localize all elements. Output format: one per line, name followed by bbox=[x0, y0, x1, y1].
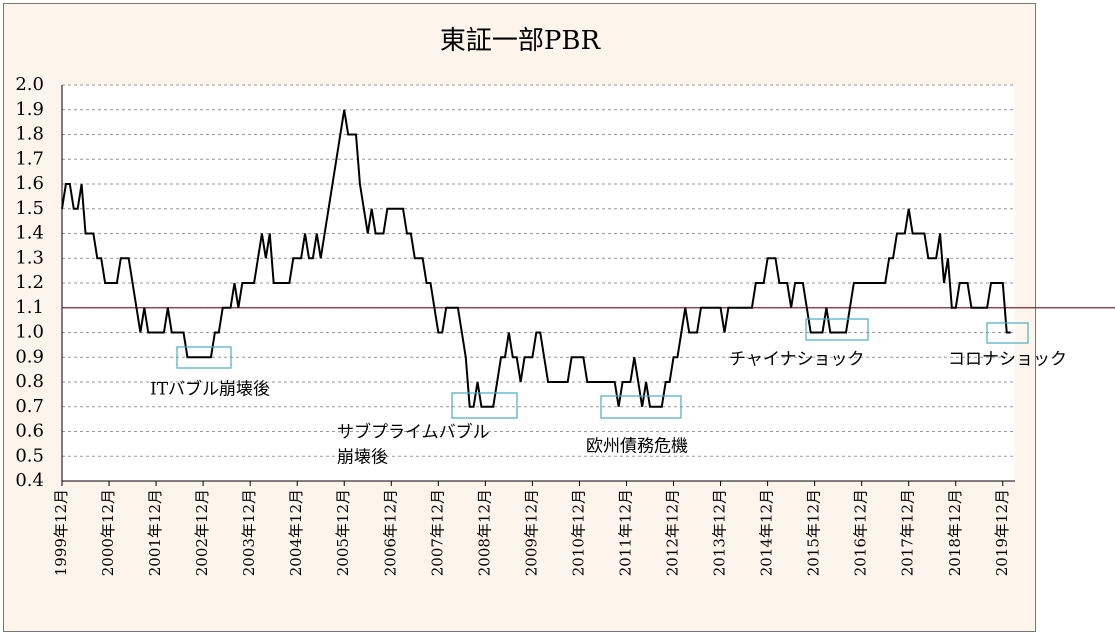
x-tick-label: 2005年12月 bbox=[334, 489, 352, 576]
x-tick-label: 2015年12月 bbox=[805, 489, 823, 576]
x-tick-label: 2013年12月 bbox=[711, 489, 729, 576]
x-tick-label: 2007年12月 bbox=[428, 489, 446, 576]
annotation-box bbox=[451, 392, 518, 419]
annotation-text: 崩壊後 bbox=[337, 448, 388, 468]
annotation-text: コロナショック bbox=[948, 350, 1067, 370]
x-tick-label: 2012年12月 bbox=[664, 489, 682, 576]
y-tick-label: 1.4 bbox=[15, 223, 44, 244]
x-tick-label: 2018年12月 bbox=[946, 489, 964, 576]
y-tick-label: 0.8 bbox=[15, 371, 44, 392]
annotation-box bbox=[805, 318, 869, 341]
x-tick-label: 2019年12月 bbox=[993, 489, 1011, 576]
x-tick-label: 2010年12月 bbox=[569, 489, 587, 576]
x-tick-label: 2014年12月 bbox=[758, 489, 776, 576]
x-tick-label: 2001年12月 bbox=[146, 489, 164, 576]
x-tick-label: 2004年12月 bbox=[287, 489, 305, 576]
annotation-text: チャイナショック bbox=[729, 350, 865, 370]
annotation-text: ITバブル崩壊後 bbox=[150, 379, 270, 400]
y-tick-label: 0.9 bbox=[15, 346, 44, 367]
y-tick-label: 0.5 bbox=[15, 445, 44, 466]
annotation-text: 欧州債務危機 bbox=[586, 437, 688, 457]
x-tick-label: 2016年12月 bbox=[852, 489, 870, 576]
y-tick-label: 1.3 bbox=[15, 247, 44, 268]
y-tick-label: 0.4 bbox=[15, 470, 44, 491]
chart-title: 東証一部PBR bbox=[440, 26, 602, 56]
y-tick-label: 1.2 bbox=[15, 272, 44, 293]
annotation-box bbox=[600, 395, 682, 419]
y-tick-label: 1.7 bbox=[15, 148, 44, 169]
x-tick-label: 2003年12月 bbox=[240, 489, 258, 576]
y-tick-label: 1.1 bbox=[15, 297, 44, 318]
y-tick-label: 0.6 bbox=[15, 421, 44, 442]
y-tick-label: 1.0 bbox=[15, 322, 44, 343]
annotation-box bbox=[986, 322, 1029, 344]
x-tick-label: 1999年12月 bbox=[52, 489, 70, 576]
y-tick-label: 1.8 bbox=[15, 124, 44, 145]
x-tick-label: 2006年12月 bbox=[381, 489, 399, 576]
y-tick-label: 1.5 bbox=[15, 198, 44, 219]
y-tick-label: 1.6 bbox=[15, 173, 44, 194]
y-tick-label: 0.7 bbox=[15, 396, 44, 417]
x-tick-label: 2002年12月 bbox=[193, 489, 211, 576]
x-tick-label: 2000年12月 bbox=[99, 489, 117, 576]
y-tick-label: 1.9 bbox=[15, 99, 44, 120]
x-tick-label: 2017年12月 bbox=[899, 489, 917, 576]
x-tick-label: 2011年12月 bbox=[616, 489, 634, 576]
x-tick-label: 2009年12月 bbox=[522, 489, 540, 576]
series-line bbox=[61, 109, 1011, 408]
y-tick-label: 2.0 bbox=[15, 74, 44, 95]
annotation-text: サブプライムバブル bbox=[337, 422, 490, 443]
annotation-box bbox=[176, 346, 232, 369]
x-tick-label: 2008年12月 bbox=[475, 489, 493, 576]
